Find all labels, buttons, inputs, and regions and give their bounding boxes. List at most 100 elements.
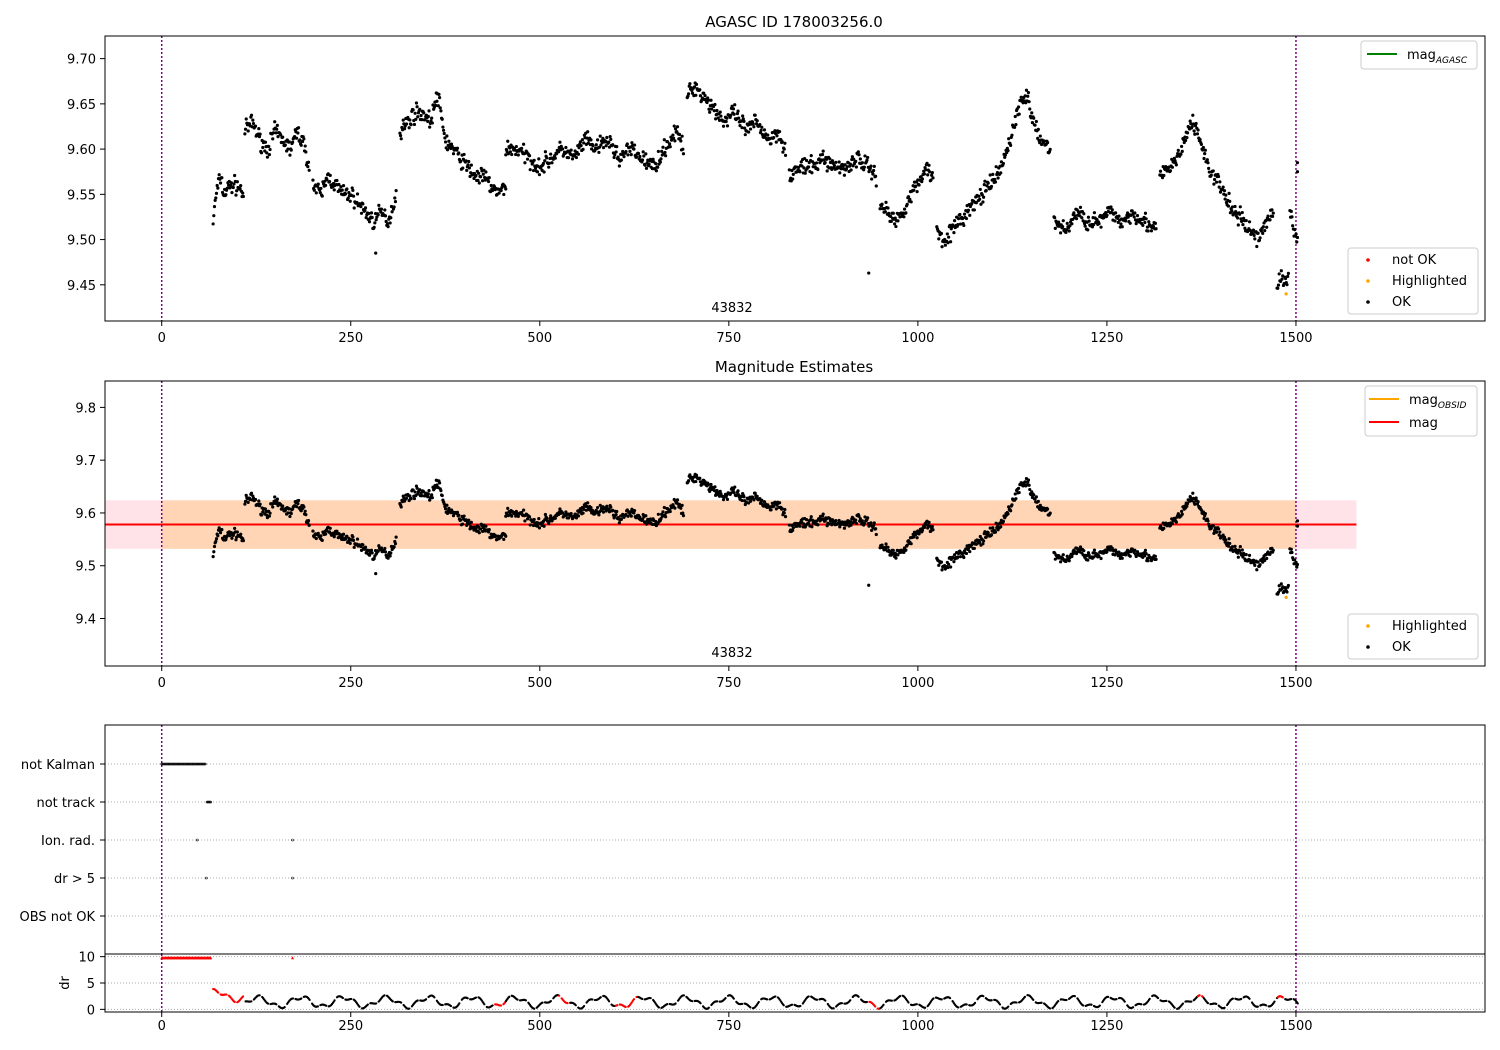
data-point-ok — [1109, 205, 1113, 209]
data-point-ok — [542, 524, 546, 528]
data-point-ok — [927, 520, 931, 525]
data-point-ok — [984, 535, 988, 539]
dr-point — [391, 1000, 394, 1003]
data-point-ok — [434, 103, 438, 108]
data-point-ok — [988, 173, 992, 177]
data-point-ok — [1270, 208, 1274, 212]
x-tick-label: 1000 — [901, 1019, 934, 1034]
data-point-ok — [441, 125, 445, 129]
data-point-ok — [213, 198, 217, 202]
dr-point — [1148, 997, 1151, 1000]
dr-point — [375, 1002, 378, 1005]
data-point-ok — [217, 526, 221, 530]
data-point-ok — [547, 519, 551, 523]
data-point-ok — [332, 535, 336, 539]
data-point-ok — [825, 169, 829, 173]
dr-point — [325, 1004, 328, 1007]
x-tick-label: 1000 — [901, 331, 934, 346]
data-point-ok — [566, 516, 571, 520]
dr-point — [1223, 1006, 1226, 1009]
data-point-ok — [713, 485, 717, 489]
data-point-ok — [1128, 221, 1132, 225]
data-point-ok — [258, 132, 262, 136]
data-point-ok — [968, 213, 972, 217]
data-point-ok — [656, 149, 660, 154]
data-point-ok — [224, 193, 228, 197]
data-point-ok — [984, 188, 988, 193]
data-point-ok — [1120, 556, 1124, 560]
dr-capped-marker — [291, 956, 295, 960]
data-point-ok — [1073, 214, 1077, 218]
data-point-ok — [707, 107, 711, 111]
data-point-ok — [1034, 495, 1038, 499]
dr-point — [416, 999, 419, 1002]
panel-2-title: Magnitude Estimates — [715, 358, 873, 376]
data-point-ok — [668, 145, 672, 149]
data-point-ok — [698, 476, 702, 480]
data-point-ok — [238, 187, 242, 191]
data-point-ok — [1030, 490, 1034, 494]
data-point-ok — [706, 98, 710, 102]
data-point-ok — [359, 211, 364, 215]
dr-point — [657, 1006, 661, 1009]
data-point-ok — [477, 531, 481, 535]
data-point-ok — [479, 527, 483, 531]
dr-point — [474, 996, 478, 999]
flag-marker — [208, 800, 212, 804]
data-point-ok — [484, 170, 488, 174]
panel-3-plot-area — [105, 725, 1485, 954]
data-point-ok — [281, 140, 285, 145]
data-point-ok — [351, 194, 356, 198]
data-point-ok — [582, 141, 586, 145]
data-point-ok — [804, 518, 809, 522]
x-tick-label: 0 — [158, 676, 166, 691]
data-point-ok — [241, 194, 245, 199]
data-point-ok — [690, 91, 695, 95]
dr-point — [1215, 1002, 1218, 1006]
dr-point — [433, 996, 436, 999]
x-tick-label: 500 — [527, 1019, 552, 1034]
panel-1-legend-top: magAGASC — [1360, 40, 1478, 70]
data-point-ok — [880, 202, 884, 206]
data-point-ok — [681, 514, 686, 518]
data-point-ok — [414, 117, 418, 121]
x-tick-label: 1500 — [1279, 331, 1312, 346]
dr-point — [707, 1006, 710, 1009]
data-point-ok — [952, 219, 957, 223]
data-point-ok — [484, 524, 488, 528]
data-point-ok — [1196, 128, 1200, 132]
dr-point — [990, 999, 993, 1002]
data-point-ok — [1279, 582, 1283, 586]
data-point-ok — [615, 509, 619, 514]
data-point-ok — [608, 134, 612, 139]
data-point-ok — [956, 555, 960, 559]
data-point-ok — [904, 211, 908, 215]
data-point-ok — [482, 175, 487, 180]
data-point-ok — [339, 185, 343, 189]
data-point-ok — [1061, 219, 1065, 223]
data-point-ok — [393, 200, 398, 204]
data-point-ok — [614, 150, 618, 154]
data-point-ok — [1236, 223, 1240, 227]
data-point-ok — [872, 164, 876, 168]
data-point-ok — [303, 509, 307, 513]
data-point-ok — [372, 225, 376, 229]
data-point-ok — [982, 195, 986, 199]
panel-2-x-axis: 0 250 500 750 1000 1250 1500 — [158, 666, 1313, 691]
data-point-ok — [343, 537, 348, 541]
data-point-ok — [1261, 225, 1265, 229]
data-point-ok — [481, 179, 485, 183]
dr-point — [1115, 997, 1118, 1001]
data-point-ok — [461, 166, 465, 170]
data-point-ok — [220, 528, 224, 532]
y-tick-label: 9.65 — [67, 98, 96, 113]
data-point-ok — [457, 151, 461, 155]
dr-point — [691, 1000, 694, 1003]
data-point-ok — [474, 173, 478, 178]
data-point-ok — [783, 153, 788, 157]
panel-4-x-axis: 0 250 500 750 1000 1250 1500 — [158, 1012, 1313, 1034]
data-point-ok — [423, 118, 427, 122]
data-point-ok — [527, 515, 532, 519]
data-point-ok — [977, 194, 981, 198]
data-point-ok — [1032, 493, 1036, 497]
